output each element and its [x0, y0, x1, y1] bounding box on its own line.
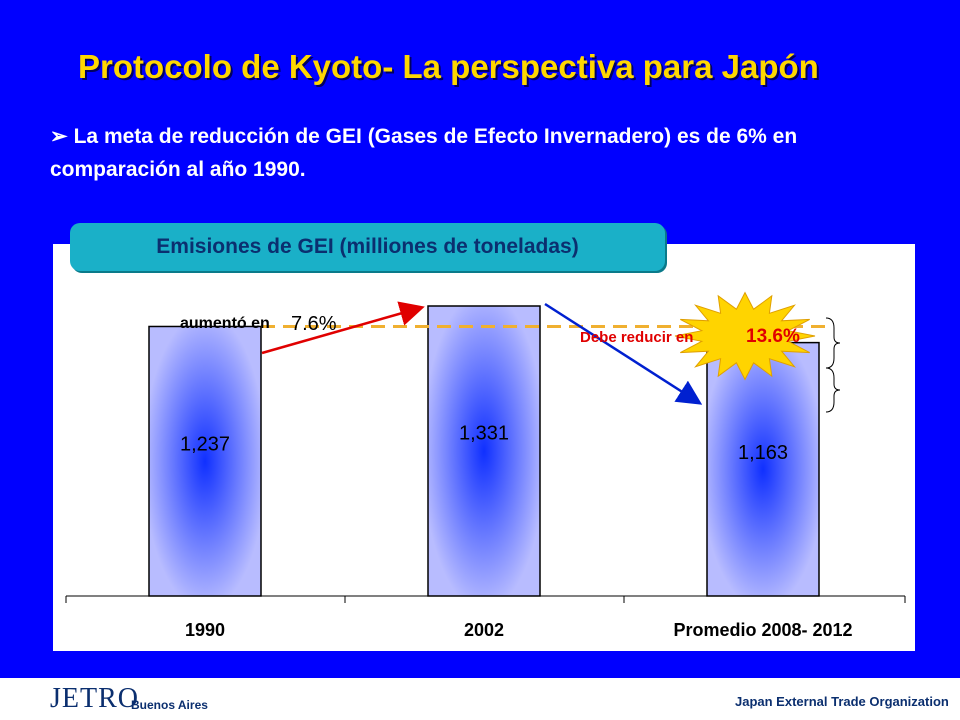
category-label: Promedio 2008- 2012 [673, 620, 852, 640]
bar-value-label: 1,237 [180, 433, 230, 455]
bullet-text: La meta de reducción de GEI (Gases de Ef… [50, 125, 798, 181]
arrow-bullet-icon: ➢ [50, 125, 68, 148]
increase-value: 7.6% [291, 313, 337, 335]
brace-increase [825, 317, 841, 369]
bar-value-label: 1,163 [738, 442, 788, 464]
reduce-value: 13.6% [746, 326, 800, 347]
brace-decrease [825, 367, 841, 413]
bar-Promedio-2008--2012 [706, 341, 820, 597]
reduce-label: Debe reducir en [580, 329, 693, 346]
logo-subtitle: Buenos Aires [131, 698, 208, 712]
jetro-logo: JETRO [50, 683, 139, 714]
decrease-arrow [544, 302, 703, 405]
slide-title: Protocolo de Kyoto- La perspectiva para … [78, 48, 819, 85]
organization-name: Japan External Trade Organization [735, 694, 949, 709]
chart-title: Emisiones de GEI (milliones de toneladas… [70, 223, 665, 271]
bullet-text-block: ➢ La meta de reducción de GEI (Gases de E… [50, 120, 910, 186]
footer-bar [0, 678, 960, 720]
bar-2002 [427, 305, 541, 597]
increase-arrow [261, 301, 425, 355]
bar-1990 [148, 325, 262, 597]
bar-value-label: 1,331 [459, 422, 509, 444]
starburst-badge [674, 291, 816, 381]
increase-label: aumentó en [180, 315, 270, 332]
category-label: 2002 [464, 620, 504, 640]
category-label: 1990 [185, 620, 225, 640]
